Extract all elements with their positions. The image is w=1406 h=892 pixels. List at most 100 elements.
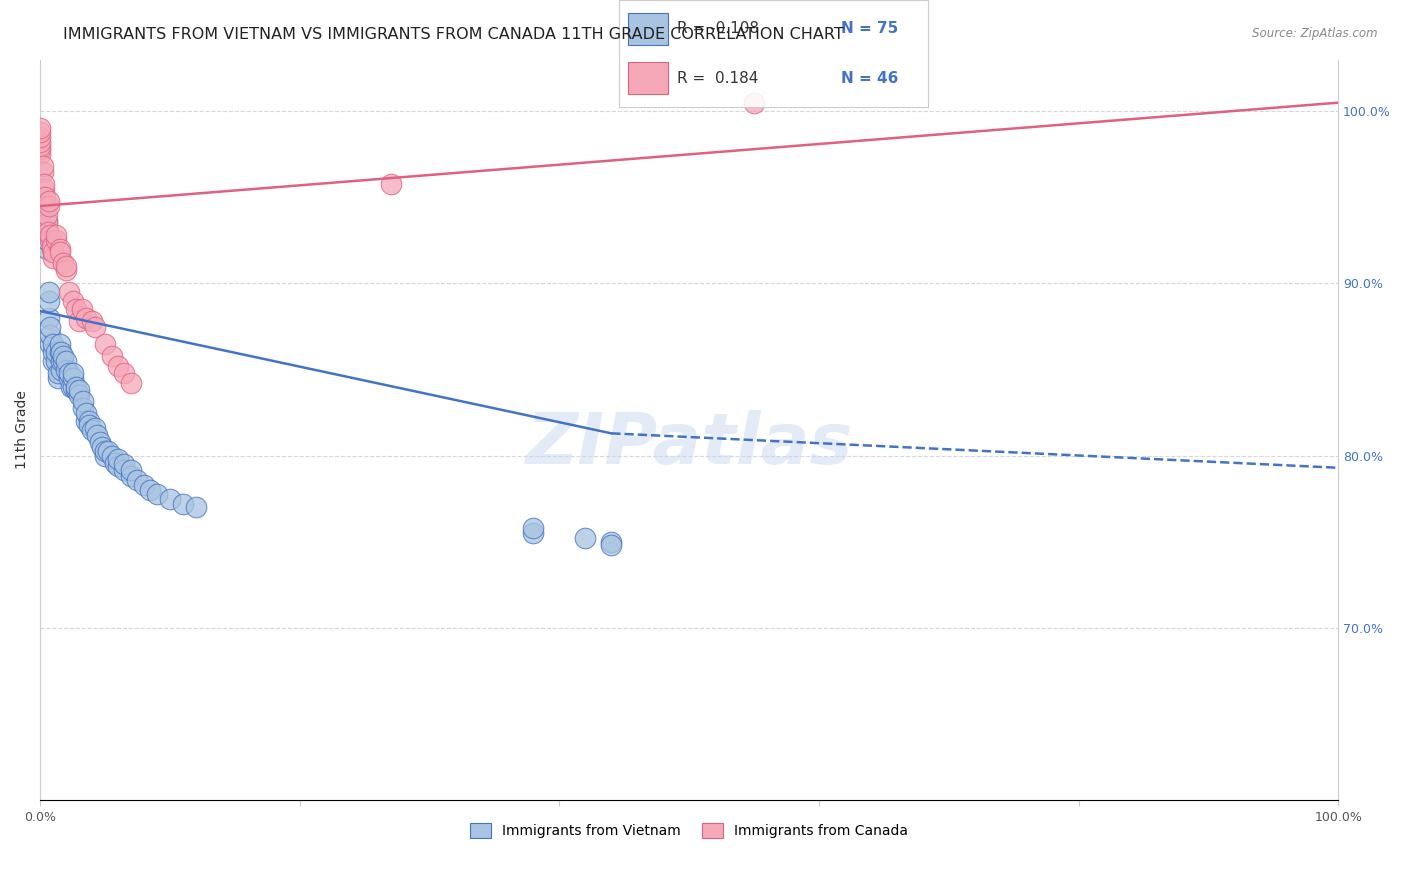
Text: R =  0.184: R = 0.184 xyxy=(678,70,759,86)
Point xyxy=(94,449,117,463)
Point xyxy=(72,393,94,408)
Point xyxy=(146,486,169,500)
Point xyxy=(574,532,596,546)
Point xyxy=(41,242,63,256)
Point xyxy=(132,478,155,492)
Point xyxy=(35,234,58,248)
Point xyxy=(35,214,58,228)
Point xyxy=(30,130,52,145)
Point xyxy=(742,95,765,110)
Point xyxy=(65,384,87,398)
Point xyxy=(30,121,52,136)
Point xyxy=(67,384,90,398)
Point xyxy=(107,452,129,467)
Point xyxy=(39,336,62,351)
Point xyxy=(30,142,52,156)
Point xyxy=(100,349,122,363)
Point xyxy=(62,371,84,385)
Point xyxy=(600,534,623,549)
Point xyxy=(62,293,84,308)
Point xyxy=(30,204,52,219)
Text: ZIPatlas: ZIPatlas xyxy=(526,410,853,479)
Point xyxy=(49,345,72,359)
Point xyxy=(31,164,53,178)
Point xyxy=(83,319,105,334)
Point xyxy=(75,310,97,325)
Point xyxy=(67,314,90,328)
Point xyxy=(83,421,105,435)
Point xyxy=(45,354,67,368)
Point xyxy=(86,428,108,442)
Point xyxy=(49,354,72,368)
Point xyxy=(38,194,60,208)
Point xyxy=(72,401,94,415)
Point xyxy=(522,526,544,541)
Point xyxy=(30,147,52,161)
Point xyxy=(100,449,122,463)
Point xyxy=(31,160,53,174)
Point xyxy=(46,371,69,385)
Point xyxy=(32,182,55,196)
Point xyxy=(55,260,77,274)
Point xyxy=(30,208,52,222)
Point xyxy=(42,251,65,265)
Point xyxy=(38,310,60,325)
Point xyxy=(380,177,402,191)
Point xyxy=(30,135,52,149)
Point xyxy=(42,345,65,359)
Text: N = 46: N = 46 xyxy=(841,70,898,86)
Point xyxy=(97,443,120,458)
Point xyxy=(30,125,52,139)
Point xyxy=(35,216,58,230)
Point xyxy=(48,345,70,359)
Point xyxy=(30,138,52,153)
Point xyxy=(114,458,136,472)
FancyBboxPatch shape xyxy=(628,62,668,95)
Point xyxy=(48,242,70,256)
Point xyxy=(38,199,60,213)
Point xyxy=(79,414,101,428)
Point xyxy=(39,319,62,334)
Point xyxy=(58,285,80,299)
Text: R = -0.108: R = -0.108 xyxy=(678,21,759,37)
Legend: Immigrants from Vietnam, Immigrants from Canada: Immigrants from Vietnam, Immigrants from… xyxy=(464,816,915,845)
Point xyxy=(94,336,117,351)
Point xyxy=(32,177,55,191)
Point xyxy=(49,362,72,376)
Point xyxy=(62,380,84,394)
Point xyxy=(34,190,56,204)
Point xyxy=(114,366,136,380)
Point xyxy=(52,256,75,270)
Point xyxy=(42,245,65,260)
Point xyxy=(58,366,80,380)
Text: N = 75: N = 75 xyxy=(841,21,898,37)
Point xyxy=(45,345,67,359)
Point xyxy=(172,497,194,511)
Point xyxy=(107,458,129,473)
Point xyxy=(48,336,70,351)
Point xyxy=(184,500,207,515)
Point xyxy=(79,417,101,432)
Point xyxy=(48,245,70,260)
Y-axis label: 11th Grade: 11th Grade xyxy=(15,391,30,469)
Point xyxy=(120,376,142,391)
Point xyxy=(80,314,103,328)
Point xyxy=(45,228,67,243)
Point xyxy=(52,354,75,368)
Point xyxy=(94,443,117,458)
Point xyxy=(46,366,69,380)
Point xyxy=(91,440,114,454)
Point xyxy=(120,469,142,483)
Point xyxy=(75,406,97,420)
Point xyxy=(30,216,52,230)
Point xyxy=(35,208,58,222)
Point xyxy=(30,201,52,215)
Point xyxy=(38,285,60,299)
Point xyxy=(120,462,142,476)
Point xyxy=(60,380,83,394)
Point xyxy=(65,380,87,394)
Point xyxy=(107,359,129,374)
Point xyxy=(58,371,80,385)
Point xyxy=(35,225,58,239)
Point xyxy=(89,434,111,449)
